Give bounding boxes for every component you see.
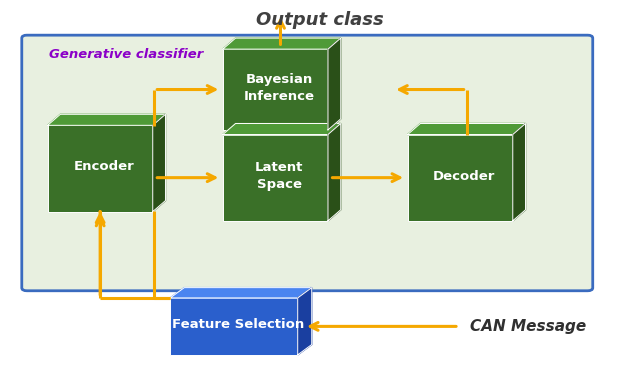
Polygon shape	[170, 287, 312, 298]
Polygon shape	[408, 124, 525, 135]
Polygon shape	[223, 124, 340, 135]
Polygon shape	[47, 114, 166, 125]
Text: Bayesian
Inference: Bayesian Inference	[244, 73, 315, 102]
Polygon shape	[223, 38, 340, 49]
Text: Generative classifier: Generative classifier	[49, 48, 204, 61]
Bar	[170, 298, 298, 355]
Bar	[47, 125, 153, 212]
Text: CAN Message: CAN Message	[470, 319, 586, 334]
Bar	[223, 49, 328, 130]
Bar	[408, 135, 513, 221]
Text: Output class: Output class	[256, 11, 384, 28]
Polygon shape	[513, 124, 525, 221]
Polygon shape	[298, 287, 312, 355]
Text: Decoder: Decoder	[433, 169, 495, 182]
Polygon shape	[328, 124, 340, 221]
FancyBboxPatch shape	[22, 35, 593, 291]
Polygon shape	[153, 114, 166, 212]
Polygon shape	[328, 38, 340, 130]
Bar	[223, 135, 328, 221]
Text: Feature Selection: Feature Selection	[172, 318, 304, 332]
Text: Encoder: Encoder	[74, 160, 134, 173]
Text: Latent
Space: Latent Space	[255, 161, 303, 191]
